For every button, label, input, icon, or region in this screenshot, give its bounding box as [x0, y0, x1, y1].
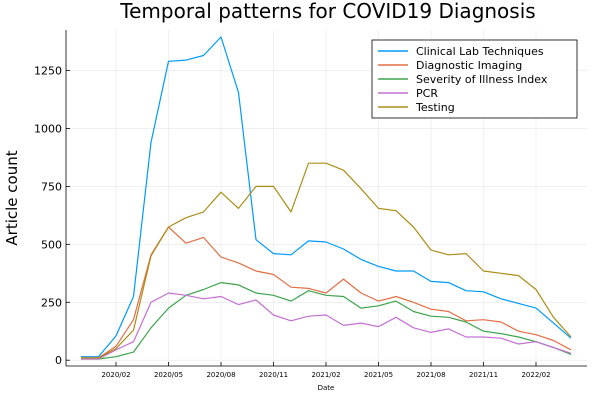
y-tick-label: 1000	[34, 122, 62, 135]
x-tick-label: 2021/02	[311, 371, 340, 379]
y-tick-label: 500	[41, 238, 62, 251]
legend-label: Diagnostic Imaging	[416, 59, 522, 72]
y-axis-label: Article count	[3, 150, 21, 245]
series-lines	[81, 36, 572, 360]
y-tick-label: 1250	[34, 65, 62, 78]
series-line-3	[81, 292, 572, 360]
y-tick-label: 750	[41, 180, 62, 193]
x-axis-label: Date	[318, 384, 335, 392]
x-tick-label: 2021/05	[364, 371, 393, 379]
x-tick-label: 2020/05	[154, 371, 183, 379]
series-line-0	[81, 36, 572, 358]
legend-label: Severity of Illness Index	[416, 73, 548, 86]
axes	[65, 30, 587, 367]
legend-label: PCR	[416, 87, 438, 100]
y-tick-label: 0	[55, 354, 62, 367]
x-tick-label: 2020/08	[206, 371, 235, 379]
x-tick-label: 2020/02	[101, 371, 130, 379]
x-tick-label: 2022/02	[521, 371, 550, 379]
y-tick-label: 250	[41, 296, 62, 309]
x-tick-label: 2020/11	[259, 371, 288, 379]
tick-labels: 0 250 500 750 1000 1250 2020/02 2020/05 2020/08 2…	[34, 65, 551, 379]
x-tick-label: 2021/08	[416, 371, 445, 379]
series-line-4	[81, 162, 572, 359]
legend-label: Testing	[415, 101, 455, 114]
x-tick-label: 2021/11	[469, 371, 498, 379]
chart-title: Temporal patterns for COVID19 Diagnosis	[119, 0, 535, 23]
series-line-2	[81, 282, 572, 360]
legend-label: Clinical Lab Techniques	[416, 45, 544, 58]
